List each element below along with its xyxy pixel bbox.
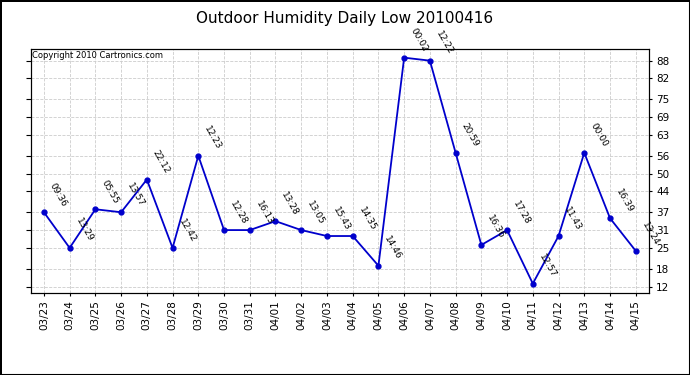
Text: 05:55: 05:55 [99,178,120,205]
Text: 15:43: 15:43 [331,205,352,232]
Text: 17:28: 17:28 [511,199,532,226]
Text: 14:46: 14:46 [382,235,403,262]
Text: 12:28: 12:28 [228,199,249,226]
Text: 11:43: 11:43 [563,205,583,232]
Text: Copyright 2010 Cartronics.com: Copyright 2010 Cartronics.com [32,51,164,60]
Text: 16:13: 16:13 [254,199,275,226]
Text: Outdoor Humidity Daily Low 20100416: Outdoor Humidity Daily Low 20100416 [197,11,493,26]
Text: 00:00: 00:00 [589,122,609,148]
Text: 12:42: 12:42 [177,217,197,244]
Text: 22:12: 22:12 [151,149,172,176]
Text: 13:29: 13:29 [74,217,95,244]
Text: 12:22: 12:22 [434,30,455,57]
Text: 13:28: 13:28 [279,190,300,217]
Text: 13:57: 13:57 [126,181,146,208]
Text: 09:36: 09:36 [48,181,69,208]
Text: 13:24: 13:24 [640,220,660,247]
Text: 20:59: 20:59 [460,122,480,148]
Text: 12:57: 12:57 [537,253,558,279]
Text: 13:05: 13:05 [306,199,326,226]
Text: 16:39: 16:39 [614,187,635,214]
Text: 12:23: 12:23 [202,125,223,152]
Text: 16:36: 16:36 [486,214,506,241]
Text: 00:02: 00:02 [408,27,429,54]
Text: 14:35: 14:35 [357,205,377,232]
